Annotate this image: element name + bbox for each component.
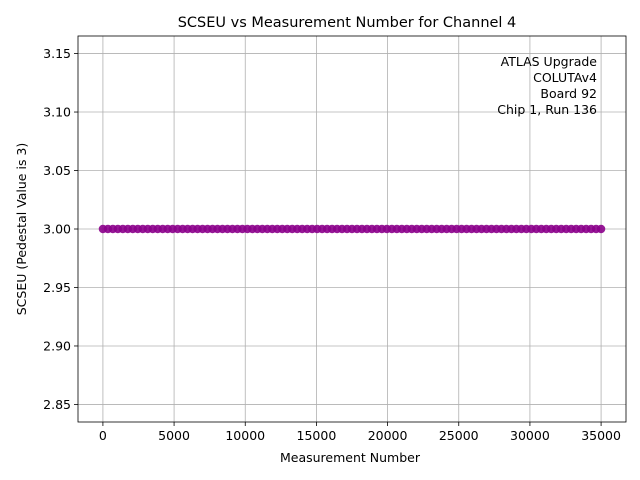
annotation-line: Chip 1, Run 136 — [497, 102, 597, 117]
x-tick-label: 30000 — [510, 428, 550, 443]
x-tick-label: 5000 — [158, 428, 190, 443]
info-annotation: ATLAS Upgrade COLUTAv4 Board 92 Chip 1, … — [497, 54, 597, 117]
x-tick-label: 20000 — [368, 428, 408, 443]
x-tick-label: 35000 — [581, 428, 621, 443]
annotation-line: Board 92 — [540, 86, 597, 101]
x-tick-label: 25000 — [439, 428, 479, 443]
y-tick-label: 3.15 — [43, 46, 71, 61]
annotation-line: ATLAS Upgrade — [501, 54, 598, 69]
y-tick-label: 2.85 — [43, 397, 71, 412]
x-tick-label: 15000 — [297, 428, 337, 443]
y-tick-label: 3.10 — [43, 105, 71, 120]
x-axis-label: Measurement Number — [280, 450, 421, 465]
x-axis: 0 5000 10000 15000 20000 25000 30000 35000 — [99, 422, 621, 443]
data-point — [596, 224, 606, 234]
x-tick-label: 0 — [99, 428, 107, 443]
y-tick-label: 2.90 — [43, 338, 71, 353]
annotation-line: COLUTAv4 — [533, 70, 597, 85]
y-tick-label: 3.00 — [43, 222, 71, 237]
y-axis-label: SCSEU (Pedestal Value is 3) — [14, 143, 29, 316]
y-tick-label: 2.95 — [43, 280, 71, 295]
scatter-series — [98, 224, 606, 234]
y-tick-label: 3.05 — [43, 163, 71, 178]
chart-title: SCSEU vs Measurement Number for Channel … — [178, 15, 517, 31]
x-tick-label: 10000 — [225, 428, 265, 443]
y-axis: 2.85 2.90 2.95 3.00 3.05 3.10 3.15 — [43, 46, 78, 412]
